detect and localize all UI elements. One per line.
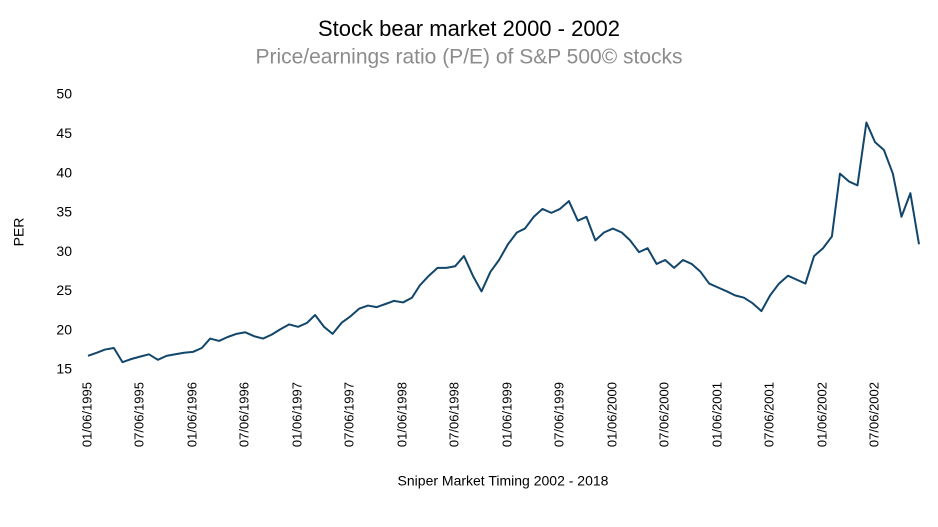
x-tick-label: 07/06/2001 <box>762 382 777 447</box>
y-axis-label: PER <box>11 218 27 247</box>
x-tick-label: 07/06/2000 <box>657 382 672 447</box>
y-tick-label: 20 <box>56 321 72 337</box>
y-tick-label: 15 <box>56 361 72 377</box>
x-tick-label: 01/06/1996 <box>184 382 199 447</box>
chart-title: Stock bear market 2000 - 2002 <box>318 16 620 41</box>
x-tick-label: 07/06/1998 <box>447 382 462 447</box>
x-tick-label: 07/06/1995 <box>131 382 146 447</box>
x-tick-label: 07/06/1999 <box>551 382 566 447</box>
x-tick-label: 07/06/1996 <box>237 382 252 447</box>
x-axis-label: Sniper Market Timing 2002 - 2018 <box>398 473 609 489</box>
x-tick-label: 07/06/2002 <box>866 382 881 447</box>
x-tick-label: 01/06/1997 <box>290 382 305 447</box>
x-tick-label: 01/06/1998 <box>394 382 409 447</box>
y-tick-label: 35 <box>56 204 72 220</box>
y-tick-label: 40 <box>56 164 72 180</box>
x-tick-label: 01/06/1995 <box>79 382 94 447</box>
chart-subtitle: Price/earnings ratio (P/E) of S&P 500© s… <box>255 46 682 69</box>
x-tick-label: 01/06/1999 <box>499 382 514 447</box>
y-tick-label: 50 <box>56 86 72 102</box>
x-tick-label: 07/06/1997 <box>342 382 357 447</box>
y-tick-label: 45 <box>56 125 72 141</box>
y-tick-label: 25 <box>56 282 72 298</box>
y-tick-label: 30 <box>56 243 72 259</box>
x-tick-label: 01/06/2002 <box>814 382 829 447</box>
line-series <box>87 121 920 364</box>
x-tick-label: 01/06/2000 <box>604 382 619 447</box>
x-tick-label: 01/06/2001 <box>710 382 725 447</box>
